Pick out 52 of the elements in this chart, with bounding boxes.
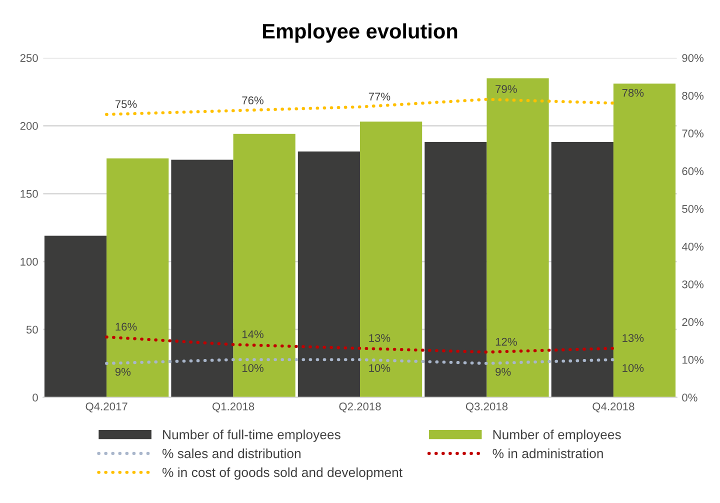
- bar: [486, 78, 549, 398]
- legend-label: Number of full-time employees: [163, 430, 340, 442]
- bar: [233, 134, 296, 398]
- x-tick-label: Q4.2017: [86, 402, 128, 412]
- data-label: 77%: [368, 92, 390, 100]
- bar: [298, 152, 360, 398]
- y2-tick-label: 50%: [682, 205, 704, 213]
- data-label: 79%: [496, 85, 517, 93]
- y2-tick-label: 0%: [682, 394, 698, 402]
- legend-label: Number of employees: [493, 430, 621, 442]
- data-label: 78%: [622, 88, 644, 97]
- x-tick-label: Q4.2018: [592, 402, 634, 412]
- data-label: 12%: [496, 338, 517, 346]
- data-label: 76%: [242, 96, 264, 104]
- y2-tick-label: 20%: [682, 318, 704, 326]
- y2-tick-label: 90%: [682, 54, 704, 62]
- y2-tick-label: 40%: [682, 242, 704, 251]
- chart-title: Employee evolution: [263, 23, 458, 43]
- y2-tick-label: 30%: [682, 280, 704, 288]
- y2-tick-label: 80%: [682, 92, 704, 100]
- bar: [613, 84, 676, 398]
- bar: [360, 122, 422, 398]
- data-label: 10%: [242, 364, 264, 372]
- bar: [106, 158, 169, 398]
- data-label: 9%: [115, 368, 131, 376]
- x-tick-label: Q1.2018: [212, 402, 254, 412]
- legend-label: % in cost of goods sold and development: [162, 467, 402, 480]
- data-label: 10%: [622, 364, 644, 372]
- y-tick-label: 100: [20, 258, 38, 266]
- bar: [551, 142, 614, 398]
- bar: [171, 160, 234, 398]
- y-tick-label: 0: [32, 394, 38, 402]
- legend-label: % sales and distribution: [162, 448, 300, 458]
- y2-tick-label: 60%: [682, 167, 704, 176]
- data-label: 13%: [622, 334, 644, 342]
- data-label: 13%: [369, 334, 390, 342]
- data-label: 14%: [242, 330, 264, 338]
- data-label: 16%: [116, 322, 137, 331]
- x-tick-label: Q2.2018: [339, 402, 381, 412]
- data-label: 75%: [115, 100, 137, 108]
- y2-tick-label: 70%: [682, 130, 704, 138]
- data-label: 10%: [369, 364, 390, 372]
- data-label: 9%: [496, 368, 511, 376]
- bar: [44, 236, 107, 398]
- x-tick-label: Q3.2018: [466, 402, 508, 412]
- y-tick-label: 200: [20, 122, 38, 130]
- bar: [424, 142, 487, 398]
- legend-label: % in administration: [492, 448, 603, 458]
- y-tick-label: 50: [26, 326, 38, 334]
- y2-tick-label: 10%: [682, 356, 704, 364]
- y-tick-label: 250: [20, 54, 38, 62]
- y-tick-label: 150: [20, 190, 38, 198]
